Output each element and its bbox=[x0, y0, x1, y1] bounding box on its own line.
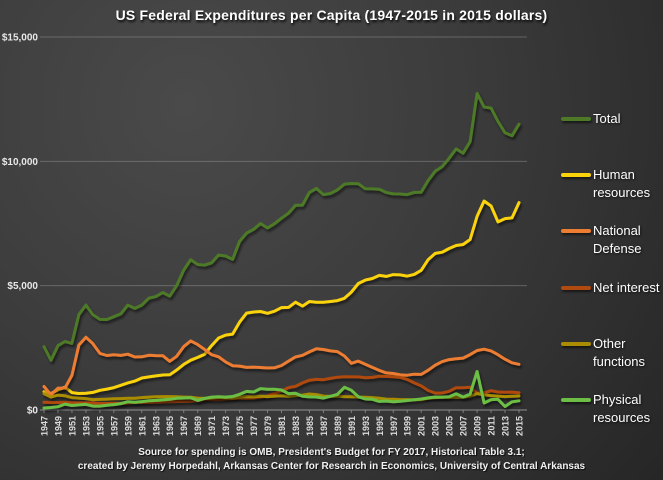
series-line-total bbox=[42, 92, 521, 362]
x-tick-label: 1995 bbox=[375, 416, 385, 436]
source-note-line1: Source for spending is OMB, President's … bbox=[138, 447, 525, 458]
x-tick-label: 1997 bbox=[389, 416, 399, 436]
x-tick-label: 1967 bbox=[179, 416, 189, 436]
x-tick-label: 1947 bbox=[40, 416, 50, 436]
x-tick-label: 1961 bbox=[137, 416, 147, 436]
x-tick-label: 1957 bbox=[109, 416, 119, 436]
x-tick-label: 1971 bbox=[207, 416, 217, 436]
x-tick-label: 1965 bbox=[165, 416, 175, 436]
y-tick-label: $0 bbox=[27, 406, 39, 417]
x-tick-label: 1981 bbox=[277, 416, 287, 436]
x-tick-label: 1951 bbox=[67, 416, 77, 436]
series-line-national-defense bbox=[42, 335, 521, 397]
x-tick-label: 1953 bbox=[81, 416, 91, 436]
x-tick-label: 1963 bbox=[151, 416, 161, 436]
x-tick-label: 2013 bbox=[501, 416, 511, 436]
x-tick-label: 2003 bbox=[431, 416, 441, 436]
x-tick-label: 2009 bbox=[473, 416, 483, 436]
source-note: Source for spending is OMB, President's … bbox=[0, 446, 663, 474]
x-tick-label: 2011 bbox=[487, 416, 497, 436]
x-tick-label: 2001 bbox=[417, 416, 427, 436]
x-tick-label: 1969 bbox=[193, 416, 203, 436]
x-tick-label: 1955 bbox=[95, 416, 105, 436]
x-tick-label: 1977 bbox=[249, 416, 259, 436]
x-tick-label: 2015 bbox=[515, 416, 525, 436]
x-tick-label: 1989 bbox=[333, 416, 343, 436]
x-tick-label: 1973 bbox=[221, 416, 231, 436]
x-tick-label: 1985 bbox=[305, 416, 315, 436]
x-tick-label: 1983 bbox=[291, 416, 301, 436]
y-tick-label: $10,000 bbox=[2, 157, 39, 168]
x-tick-label: 1975 bbox=[235, 416, 245, 436]
x-tick-label: 2007 bbox=[459, 416, 469, 436]
x-tick-label: 1987 bbox=[319, 416, 329, 436]
y-tick-label: $15,000 bbox=[2, 33, 39, 44]
x-tick-label: 1991 bbox=[347, 416, 357, 436]
y-axis-labels: $0 $5,000 $10,000 $15,000 bbox=[2, 33, 39, 417]
x-tick-label: 1979 bbox=[263, 416, 273, 436]
x-axis-labels: 1947 1949 1951 1953 1955 1957 1959 1961 1963 1965… bbox=[40, 410, 525, 436]
source-note-line2: created by Jeremy Horpedahl, Arkansas Ce… bbox=[77, 461, 586, 472]
y-tick-label: $5,000 bbox=[7, 281, 38, 292]
x-tick-label: 2005 bbox=[445, 416, 455, 436]
chart-title: US Federal Expenditures per Capita (1947… bbox=[115, 7, 548, 23]
data-series bbox=[42, 92, 521, 410]
series-line-human-resources bbox=[42, 199, 521, 395]
series-line-physical-resources bbox=[42, 370, 521, 410]
x-tick-label: 1999 bbox=[403, 416, 413, 436]
x-tick-label: 1959 bbox=[123, 416, 133, 436]
x-tick-label: 1993 bbox=[361, 416, 371, 436]
x-tick-label: 1949 bbox=[53, 416, 63, 436]
